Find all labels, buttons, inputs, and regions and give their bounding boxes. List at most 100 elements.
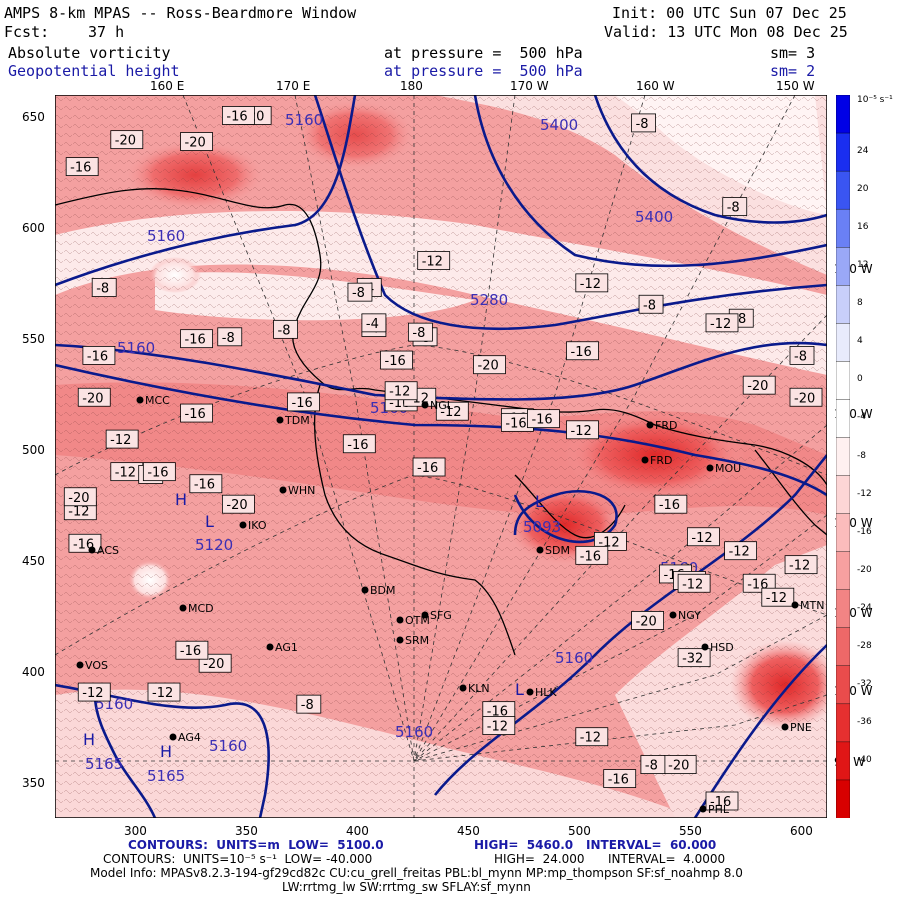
svg-text:-20: -20 bbox=[68, 491, 89, 506]
svg-text:FRD: FRD bbox=[655, 419, 677, 432]
station-marker: MTN bbox=[791, 599, 824, 612]
svg-text:-16: -16 bbox=[531, 413, 552, 428]
svg-text:IKO: IKO bbox=[248, 519, 267, 532]
y-tick-label: 450 bbox=[22, 554, 45, 568]
svg-text:-8: -8 bbox=[96, 282, 109, 297]
low-center-symbol: L bbox=[515, 680, 524, 699]
height-contour-label: 5160 bbox=[209, 737, 247, 755]
vorticity-value-label: -32 bbox=[677, 648, 711, 668]
colorbar-label: -32 bbox=[857, 678, 872, 689]
vorticity-value-label: -20 bbox=[63, 487, 97, 507]
vorticity-value-label: -20 bbox=[473, 355, 506, 375]
height-contour-high: HIGH= 5460.0 bbox=[474, 838, 574, 852]
station-marker: TDM bbox=[276, 414, 310, 427]
station-marker: SDM bbox=[536, 544, 570, 557]
svg-text:-16: -16 bbox=[417, 461, 438, 476]
svg-text:-16: -16 bbox=[147, 466, 168, 481]
colorbar-segment bbox=[836, 703, 850, 743]
colorbar-label: -36 bbox=[857, 716, 872, 727]
vorticity-value-label: -20 bbox=[789, 387, 823, 407]
colorbar-label: -8 bbox=[857, 450, 866, 461]
field2-name: Geopotential height bbox=[8, 62, 180, 80]
svg-text:-12: -12 bbox=[729, 545, 750, 560]
vorticity-value-label: -16 bbox=[575, 545, 609, 565]
station-marker: FRD bbox=[641, 454, 672, 467]
vorticity-value-label: -16 bbox=[566, 341, 599, 361]
x-tick-label: 600 bbox=[790, 824, 813, 838]
colorbar-segment bbox=[836, 95, 850, 134]
colorbar-label: -16 bbox=[857, 526, 872, 537]
vorticity-value-label: -20 bbox=[631, 611, 664, 630]
valid-time: Valid: 13 UTC Mon 08 Dec 25 bbox=[604, 23, 848, 41]
svg-text:-20: -20 bbox=[226, 498, 247, 513]
vorticity-contour-interval: INTERVAL= 4.0000 bbox=[608, 852, 726, 866]
station-marker: AG4 bbox=[169, 731, 201, 744]
colorbar-segment bbox=[836, 627, 850, 667]
colorbar-label: -20 bbox=[857, 564, 872, 575]
vorticity-value-label: -16 bbox=[189, 474, 223, 494]
svg-text:-8: -8 bbox=[643, 298, 656, 313]
svg-text:-12: -12 bbox=[789, 559, 810, 574]
svg-text:-20: -20 bbox=[185, 136, 206, 151]
colorbar-label: -28 bbox=[857, 640, 872, 651]
svg-text:SRM: SRM bbox=[405, 634, 429, 647]
svg-text:-12: -12 bbox=[766, 591, 787, 606]
station-marker: BDM bbox=[361, 584, 396, 597]
vorticity-value-label: -8 bbox=[273, 319, 298, 339]
colorbar-segment bbox=[836, 779, 850, 818]
vorticity-value-label: -12 bbox=[677, 573, 711, 593]
svg-text:NGY: NGY bbox=[678, 609, 701, 622]
svg-text:-12: -12 bbox=[710, 317, 731, 332]
svg-text:MTN: MTN bbox=[800, 599, 824, 612]
svg-text:-20: -20 bbox=[668, 759, 689, 774]
height-contour-label: 5160 bbox=[285, 111, 323, 129]
vorticity-value-label: -20 bbox=[77, 387, 111, 407]
station-marker: MCD bbox=[179, 602, 214, 615]
height-contour-label: 5093 bbox=[523, 518, 561, 536]
station-marker: WHN bbox=[279, 484, 315, 497]
svg-text:-16: -16 bbox=[185, 407, 206, 422]
field1-level: at pressure = 500 hPa bbox=[384, 44, 583, 62]
svg-text:-16: -16 bbox=[292, 396, 313, 411]
field1-name: Absolute vorticity bbox=[8, 44, 171, 62]
vorticity-value-label: -16 bbox=[482, 701, 516, 721]
y-tick-label: 650 bbox=[22, 110, 45, 124]
svg-text:-12: -12 bbox=[82, 686, 103, 701]
height-contour-label: 5160 bbox=[555, 649, 593, 667]
svg-text:-16: -16 bbox=[226, 109, 247, 124]
svg-text:-12: -12 bbox=[580, 277, 601, 292]
vorticity-value-label: -16 bbox=[603, 769, 637, 788]
svg-text:HLK: HLK bbox=[535, 686, 557, 699]
svg-text:-12: -12 bbox=[68, 505, 89, 520]
vorticity-value-label: -16 bbox=[82, 345, 116, 365]
station-marker: SRM bbox=[396, 634, 429, 647]
svg-text:-12: -12 bbox=[487, 720, 508, 735]
model-info: Model Info: MPASv8.2.3-194-gf29cd82c CU:… bbox=[90, 866, 743, 880]
colorbar-label: 20 bbox=[857, 184, 869, 195]
vorticity-value-label: -16 bbox=[342, 434, 376, 454]
x-tick-label: 400 bbox=[346, 824, 369, 838]
model-physics: LW:rrtmg_lw SW:rrtmg_sw SFLAY:sf_mynn bbox=[282, 880, 531, 894]
vorticity-value-label: -16 bbox=[705, 791, 739, 811]
svg-text:-16: -16 bbox=[347, 438, 368, 453]
vorticity-value-label: -20 bbox=[110, 130, 144, 150]
y-tick-label: 400 bbox=[22, 665, 45, 679]
field1-smoothing: sm= 3 bbox=[770, 44, 816, 62]
colorbar-label: -24 bbox=[857, 602, 872, 613]
vorticity-value-label: -12 bbox=[417, 251, 451, 270]
vorticity-value-label: -12 bbox=[77, 682, 111, 702]
svg-text:MCD: MCD bbox=[188, 602, 214, 615]
colorbar-segment bbox=[836, 665, 850, 705]
station-marker: MCC bbox=[136, 394, 170, 407]
vorticity-value-label: -8 bbox=[722, 197, 748, 216]
vorticity-value-label: -16 bbox=[175, 640, 209, 660]
height-contour-label: 5120 bbox=[195, 536, 233, 554]
svg-text:-8: -8 bbox=[412, 326, 425, 341]
x-tick-label: 350 bbox=[235, 824, 258, 838]
svg-text:-20: -20 bbox=[747, 379, 768, 394]
station-marker: MOU bbox=[706, 462, 741, 475]
height-contour-label: 5165 bbox=[147, 767, 185, 785]
svg-text:HSD: HSD bbox=[710, 641, 734, 654]
colorbar-label: -4 bbox=[857, 412, 866, 423]
svg-text:-8: -8 bbox=[794, 349, 807, 364]
